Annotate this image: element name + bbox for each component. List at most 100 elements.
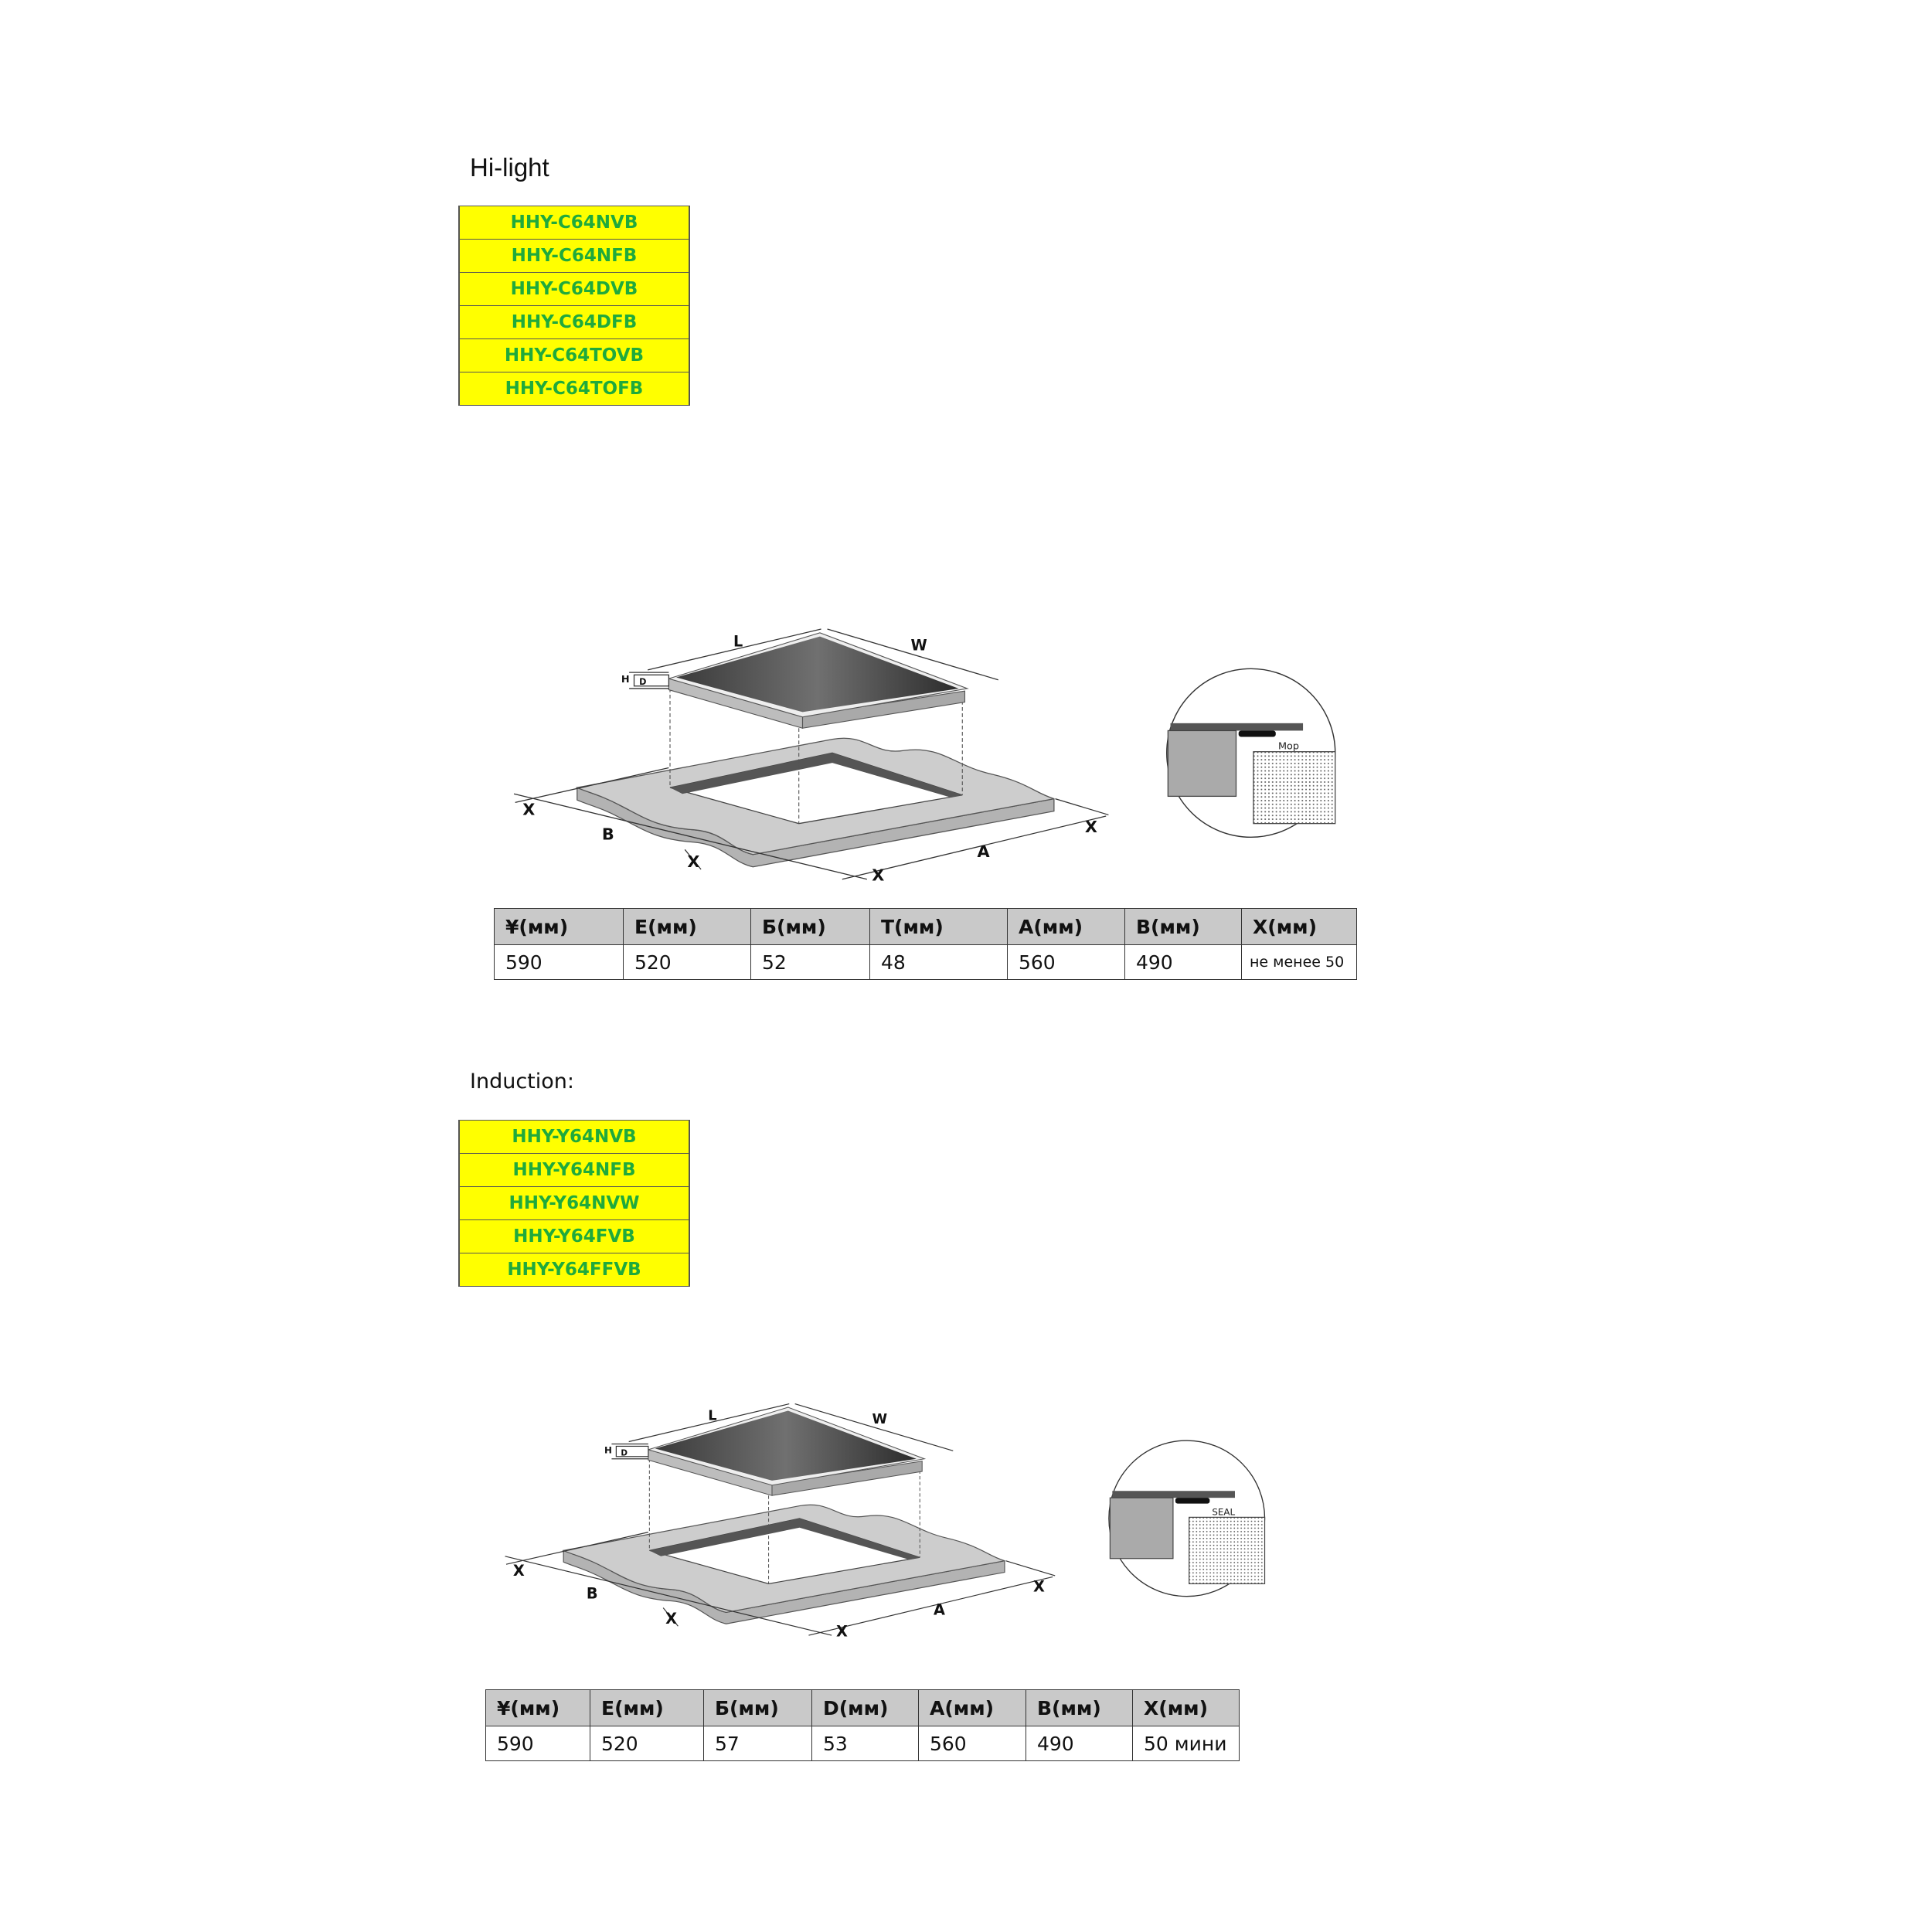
model-name: HHY-Y64FVB xyxy=(458,1219,690,1253)
cell-value: 57 xyxy=(703,1726,812,1761)
cell-value: 490 xyxy=(1026,1726,1133,1761)
dimension-label-d: D xyxy=(639,677,646,687)
dimension-label-x: X xyxy=(1085,818,1097,836)
model-row: HHY-Y64NVW xyxy=(458,1186,690,1220)
dimension-label-w: W xyxy=(872,1411,888,1427)
model-name: HHY-C64TOVB xyxy=(458,338,690,372)
cell-value: 520 xyxy=(590,1726,704,1761)
cell-value: 490 xyxy=(1124,944,1242,980)
column-header: ¥(мм) xyxy=(494,908,624,945)
cell-value: 50 мини xyxy=(1132,1726,1240,1761)
model-row: HHY-Y64FFVB xyxy=(458,1253,690,1287)
column-header: В(мм) xyxy=(1124,908,1242,945)
inset-worktop xyxy=(1109,1497,1174,1560)
cutout-wall xyxy=(649,1518,920,1560)
header-row: ¥(мм) Е(мм) Б(мм) D(мм) А(мм) В(мм) Х(мм… xyxy=(485,1689,1240,1726)
dimension-label-a: A xyxy=(934,1600,945,1618)
inset-cabinet xyxy=(1189,1516,1266,1584)
column-header: D(мм) xyxy=(811,1689,919,1726)
induction-installation-diagram: SEAL L W H D X X X X B A xyxy=(505,1403,1266,1641)
cell-value: 52 xyxy=(750,944,870,980)
inset-worktop xyxy=(1167,730,1237,798)
column-header: Х(мм) xyxy=(1241,908,1357,945)
cell-value: не менее 50 xyxy=(1241,944,1357,980)
dimension-label-d: D xyxy=(621,1448,628,1458)
hob-right-side xyxy=(771,1461,923,1496)
model-row: HHY-C64DVB xyxy=(458,272,690,306)
inset-label: Мор xyxy=(1278,740,1299,752)
projection-lines xyxy=(648,1458,920,1584)
model-row: HHY-C64DFB xyxy=(458,305,690,339)
column-header: Т(мм) xyxy=(869,908,1008,945)
dimension-label-l: L xyxy=(708,1407,716,1423)
model-row: HHY-Y64FVB xyxy=(458,1219,690,1253)
dimension-label-x: X xyxy=(687,852,699,871)
dimension-label-b: B xyxy=(587,1585,598,1603)
column-header: Х(мм) xyxy=(1132,1689,1240,1726)
model-name: HHY-C64TOFB xyxy=(458,372,690,406)
model-name: HHY-Y64NFB xyxy=(458,1153,690,1187)
induction-models-table: HHY-Y64NVB HHY-Y64NFB HHY-Y64NVW HHY-Y64… xyxy=(458,1120,690,1287)
dimension-lines xyxy=(505,1403,1056,1636)
model-name: HHY-Y64FFVB xyxy=(458,1253,690,1287)
dimension-label-x: X xyxy=(836,1623,848,1641)
column-header: А(мм) xyxy=(918,1689,1026,1726)
header-row: ¥(мм) Е(мм) Б(мм) Т(мм) А(мм) В(мм) Х(мм… xyxy=(494,908,1357,945)
induction-section-title: Induction: xyxy=(470,1070,574,1094)
cutout xyxy=(649,1518,920,1584)
model-name: HHY-C64DFB xyxy=(458,305,690,339)
cell-value: 560 xyxy=(1007,944,1125,980)
hob-glass-top xyxy=(676,636,959,713)
dimension-label-x: X xyxy=(665,1610,677,1628)
dimension-lines xyxy=(513,628,1109,880)
dimension-label-x: X xyxy=(1033,1578,1045,1596)
inset-detail: Мор xyxy=(1166,668,1336,838)
model-row: HHY-C64TOVB xyxy=(458,338,690,372)
cell-value: 560 xyxy=(918,1726,1026,1761)
column-header: ¥(мм) xyxy=(485,1689,590,1726)
cell-value: 590 xyxy=(494,944,624,980)
inset-cabinet xyxy=(1253,751,1336,825)
model-row: HHY-C64NVB xyxy=(458,206,690,240)
dimension-label-a: A xyxy=(977,842,990,861)
dimension-label-x: X xyxy=(513,1562,525,1580)
value-row: 590 520 52 48 560 490 не менее 50 xyxy=(494,944,1357,980)
model-row: HHY-Y64NVB xyxy=(458,1120,690,1154)
inset-seal xyxy=(1175,1498,1210,1504)
cutout-wall xyxy=(670,753,963,798)
induction-dimensions-table: ¥(мм) Е(мм) Б(мм) D(мм) А(мм) В(мм) Х(мм… xyxy=(485,1689,1240,1761)
hilight-dimensions-table: ¥(мм) Е(мм) Б(мм) Т(мм) А(мм) В(мм) Х(мм… xyxy=(494,908,1357,980)
projection-lines xyxy=(669,688,963,824)
model-row: HHY-Y64NFB xyxy=(458,1153,690,1187)
dimension-label-h: H xyxy=(604,1444,612,1455)
hilight-section-title: Hi-light xyxy=(470,153,549,182)
inset-hob-plate xyxy=(1112,1491,1235,1498)
column-header: В(мм) xyxy=(1026,1689,1133,1726)
dimension-label-x: X xyxy=(872,866,884,884)
inset-seal xyxy=(1238,730,1276,737)
model-name: HHY-C64NVB xyxy=(458,206,690,240)
inset-label: SEAL xyxy=(1212,1506,1235,1517)
cell-value: 53 xyxy=(811,1726,919,1761)
value-row: 590 520 57 53 560 490 50 мини xyxy=(485,1726,1240,1761)
dimension-label-l: L xyxy=(733,632,743,650)
hilight-models-table: HHY-C64NVB HHY-C64NFB HHY-C64DVB HHY-C64… xyxy=(458,206,690,406)
cell-value: 48 xyxy=(869,944,1008,980)
cell-value: 520 xyxy=(623,944,751,980)
dimension-label-w: W xyxy=(911,636,927,654)
dimension-label-h: H xyxy=(621,674,630,685)
model-row: HHY-C64TOFB xyxy=(458,372,690,406)
hilight-installation-diagram: Мор L W H D X X X X B A xyxy=(513,628,1336,884)
model-name: HHY-C64DVB xyxy=(458,272,690,306)
inset-hob-plate xyxy=(1170,723,1304,731)
column-header: Е(мм) xyxy=(590,1689,704,1726)
hob-glass-top xyxy=(655,1410,917,1481)
dimension-label-b: B xyxy=(602,825,614,844)
dimension-label-x: X xyxy=(522,800,535,818)
hob-right-side xyxy=(801,690,966,729)
column-header: Б(мм) xyxy=(703,1689,812,1726)
model-name: HHY-Y64NVB xyxy=(458,1120,690,1154)
column-header: Б(мм) xyxy=(750,908,870,945)
model-name: HHY-C64NFB xyxy=(458,239,690,273)
column-header: А(мм) xyxy=(1007,908,1125,945)
